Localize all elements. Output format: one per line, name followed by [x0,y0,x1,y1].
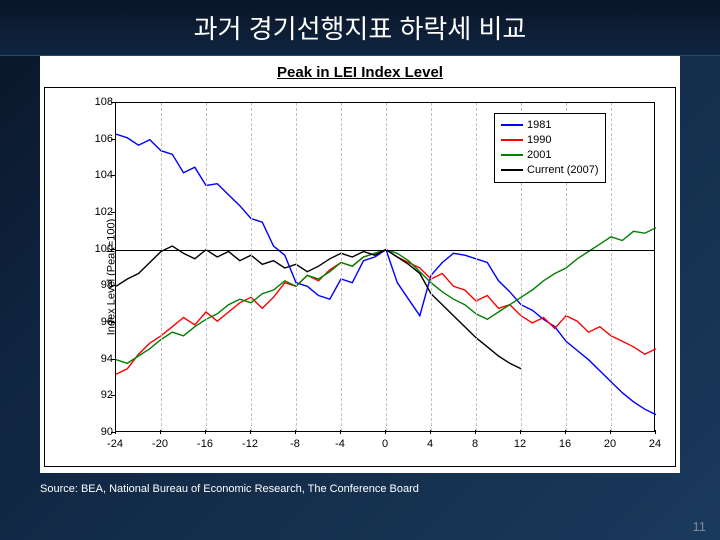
y-tick-label: 108 [89,96,113,108]
legend-label: Current (2007) [527,164,599,176]
legend-label: 1990 [527,134,551,146]
x-tick-label: 12 [514,438,526,450]
grid-line [296,103,297,431]
x-tick-label: -16 [197,438,213,450]
grid-line [476,103,477,431]
x-tick-label: 20 [604,438,616,450]
legend: 1981 1990 2001 Current (2007) [494,113,606,183]
slide-title: 과거 경기선행지표 하락세 비교 [0,0,720,56]
y-tick-label: 96 [89,316,113,328]
legend-item: Current (2007) [501,163,599,178]
grid-line [386,103,387,431]
x-tick-label: 16 [559,438,571,450]
y-tick-label: 94 [89,353,113,365]
grid-line [431,103,432,431]
grid-line [251,103,252,431]
x-tick-label: 4 [427,438,433,450]
y-tick-label: 100 [89,243,113,255]
x-tick-label: -12 [242,438,258,450]
grid-line [206,103,207,431]
line-chart: Index Level (Peak=100) 198119902001Curre… [44,87,676,467]
chart-wrapper: Index Level (Peak=100) 198119902001Curre… [40,85,680,473]
y-tick-label: 104 [89,169,113,181]
legend-item: 2001 [501,148,599,163]
legend-label: 1981 [527,119,551,131]
legend-item: 1990 [501,133,599,148]
x-tick-label: 0 [382,438,388,450]
x-tick-label: -4 [335,438,345,450]
x-tick-label: -24 [107,438,123,450]
legend-swatch [501,169,523,171]
grid-line [161,103,162,431]
x-tick-label: 24 [649,438,661,450]
x-tick-label: -20 [152,438,168,450]
series-line [116,246,521,369]
y-tick-label: 90 [89,426,113,438]
y-tick-label: 98 [89,279,113,291]
y-tick-label: 106 [89,133,113,145]
peak-line [116,250,654,251]
chart-subtitle: Peak in LEI Index Level [40,56,680,85]
x-tick-label: 8 [472,438,478,450]
legend-swatch [501,154,523,156]
source-caption: Source: BEA, National Bureau of Economic… [0,473,720,495]
legend-label: 2001 [527,149,551,161]
legend-swatch [501,139,523,141]
plot-area: 1981 1990 2001 Current (2007) [115,102,655,432]
x-tick-label: -8 [290,438,300,450]
page-number: 11 [693,519,707,534]
y-tick-label: 92 [89,389,113,401]
grid-line [611,103,612,431]
y-tick-label: 102 [89,206,113,218]
legend-swatch [501,124,523,126]
grid-line [341,103,342,431]
legend-item: 1981 [501,118,599,133]
